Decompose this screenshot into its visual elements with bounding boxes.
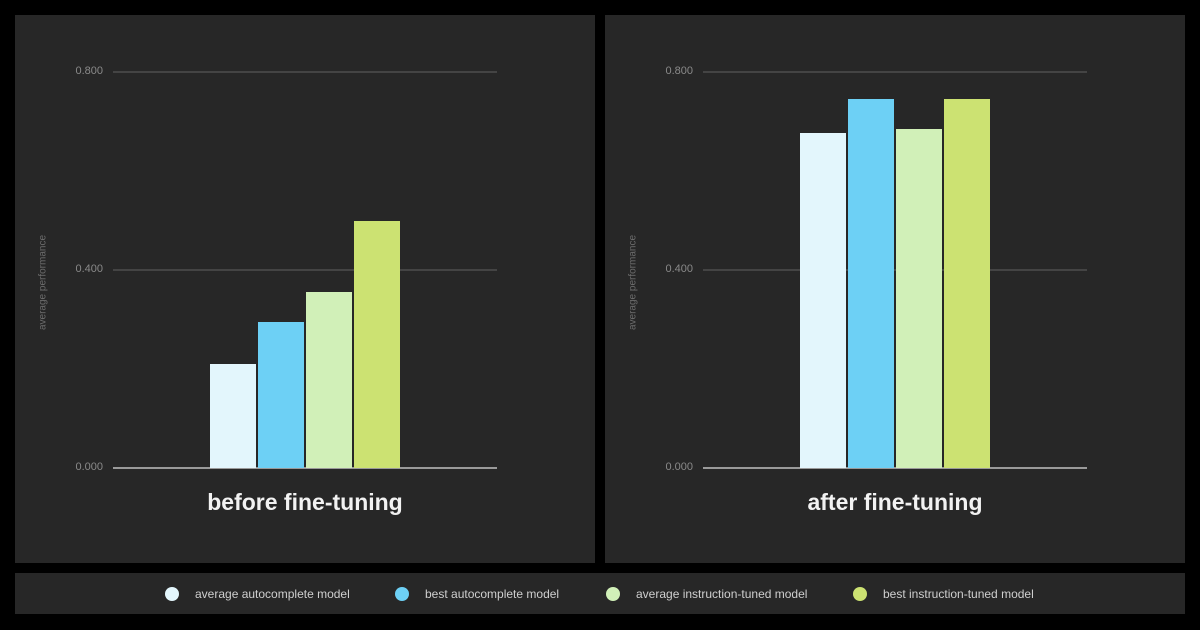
- legend-dot-icon: [606, 586, 620, 601]
- baseline: [703, 467, 1087, 469]
- legend-dot-icon: [395, 586, 409, 601]
- bar-average-instruction-tuned: [896, 129, 942, 468]
- y-tick-0000: 0.000: [665, 461, 693, 473]
- legend: average autocomplete model best autocomp…: [15, 573, 1185, 614]
- chart-panel-before: average performance 0.800 0.400 0.000 be…: [15, 15, 595, 563]
- chart-title: before fine-tuning: [207, 489, 403, 515]
- bar-average-autocomplete: [210, 364, 256, 468]
- gridline: [703, 71, 1087, 73]
- bar-best-autocomplete: [848, 99, 894, 468]
- legend-label: best autocomplete model: [425, 586, 560, 601]
- y-axis-label: average performance: [627, 234, 639, 331]
- bar-best-autocomplete: [258, 322, 304, 468]
- legend-item: best instruction-tuned model: [853, 573, 1034, 614]
- bar-average-autocomplete: [800, 133, 846, 468]
- legend-dot-icon: [165, 586, 179, 601]
- legend-item: best autocomplete model: [395, 573, 559, 614]
- baseline: [113, 467, 497, 469]
- legend-label: best instruction-tuned model: [883, 586, 1034, 601]
- gridline: [703, 269, 1087, 271]
- chart-panel-after: average performance 0.800 0.400 0.000 af…: [605, 15, 1185, 563]
- y-tick-0000: 0.000: [75, 461, 103, 473]
- bar-best-instruction-tuned: [354, 221, 400, 468]
- y-tick-0800: 0.800: [75, 65, 103, 77]
- y-tick-0800: 0.800: [665, 65, 693, 77]
- y-tick-0400: 0.400: [75, 263, 103, 275]
- legend-item: average instruction-tuned model: [606, 573, 807, 614]
- legend-item: average autocomplete model: [165, 573, 350, 614]
- legend-label: average instruction-tuned model: [636, 586, 808, 601]
- y-tick-0400: 0.400: [665, 263, 693, 275]
- legend-label: average autocomplete model: [195, 586, 350, 601]
- bar-average-instruction-tuned: [306, 292, 352, 468]
- legend-dot-icon: [853, 586, 867, 601]
- chart-title: after fine-tuning: [807, 489, 983, 515]
- bar-best-instruction-tuned: [944, 99, 990, 468]
- gridline: [113, 71, 497, 73]
- gridline: [113, 269, 497, 271]
- y-axis-label: average performance: [37, 234, 49, 331]
